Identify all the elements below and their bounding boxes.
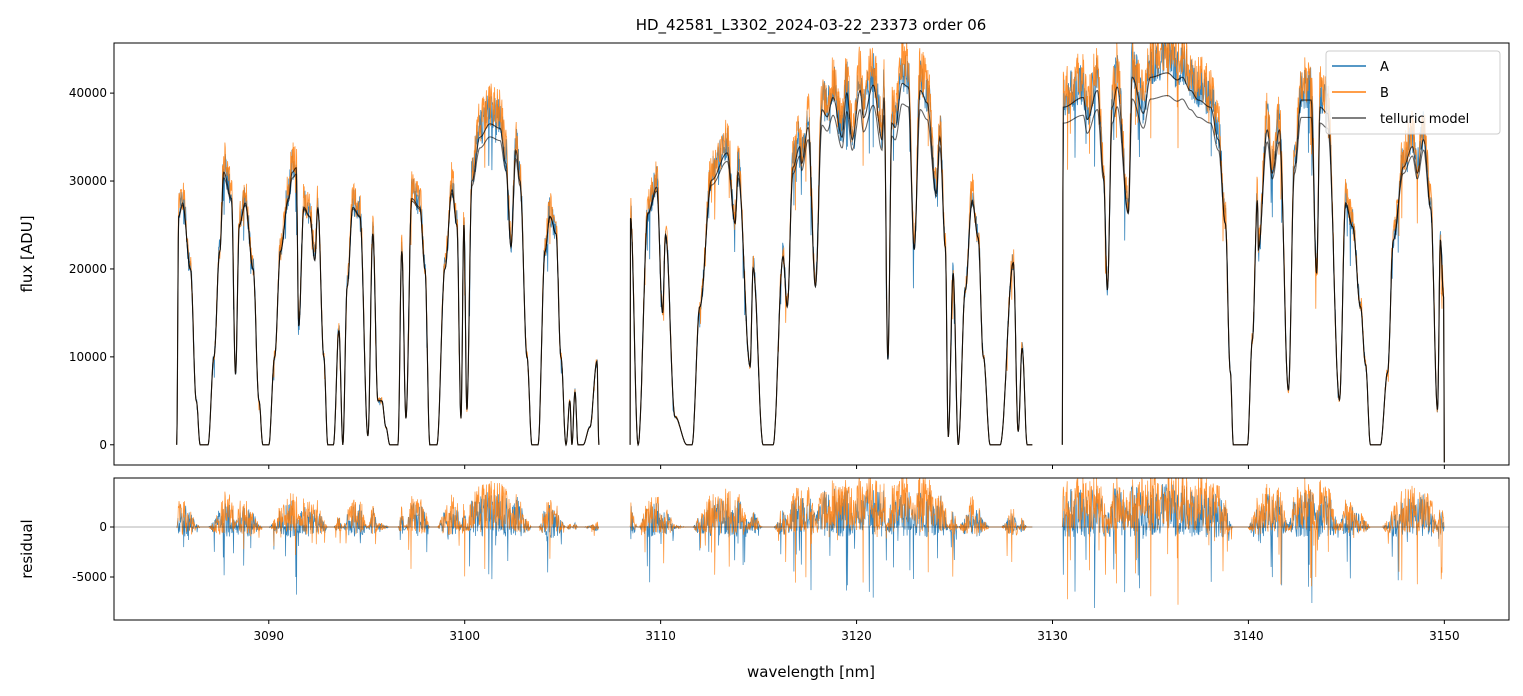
x-tick-label: 3120 bbox=[841, 629, 872, 643]
chart-title: HD_42581_L3302_2024-03-22_23373 order 06 bbox=[636, 16, 987, 35]
telluric-model-line bbox=[629, 103, 1033, 447]
flux-axes-frame bbox=[113, 42, 1510, 466]
telluric-model-line bbox=[176, 136, 600, 447]
y-tick-label: 0 bbox=[99, 438, 107, 452]
ticks: 0 10000 20000 30000 40000 0 -5000 3090 3100 3110 3… bbox=[69, 86, 1460, 643]
x-tick-label: 3110 bbox=[645, 629, 676, 643]
residual-y-label: residual bbox=[18, 519, 36, 578]
residual-y-tick-label: 0 bbox=[99, 520, 107, 534]
residual-plot bbox=[114, 478, 1509, 609]
x-tick-label: 3100 bbox=[449, 629, 480, 643]
flux-y-label: flux [ADU] bbox=[18, 215, 36, 292]
telluric-model-line bbox=[176, 123, 600, 447]
y-tick-label: 20000 bbox=[69, 262, 107, 276]
telluric-model-line bbox=[1061, 95, 1445, 463]
residual-b-line bbox=[629, 478, 1033, 583]
y-tick-label: 30000 bbox=[69, 174, 107, 188]
telluric-model-line bbox=[629, 82, 1033, 447]
residual-y-tick-label: -5000 bbox=[72, 570, 107, 584]
y-tick-label: 10000 bbox=[69, 350, 107, 364]
series-b-line bbox=[176, 83, 600, 447]
y-tick-label: 40000 bbox=[69, 86, 107, 100]
residual-axes-frame bbox=[113, 477, 1510, 621]
legend-label-b: B bbox=[1380, 86, 1389, 101]
legend-label-a: A bbox=[1380, 60, 1389, 75]
x-tick-label: 3130 bbox=[1037, 629, 1068, 643]
series-b-line bbox=[629, 43, 1033, 446]
legend-label-telluric-model: telluric model bbox=[1380, 112, 1469, 127]
legend: A B telluric model bbox=[1325, 50, 1501, 135]
x-tick-label: 3150 bbox=[1429, 629, 1460, 643]
legend-box bbox=[1325, 50, 1501, 135]
flux-plot bbox=[176, 43, 1445, 463]
series-a-line bbox=[629, 53, 1033, 446]
series-a-line bbox=[176, 95, 600, 447]
residual-b-line bbox=[1061, 478, 1445, 605]
x-axis-label: wavelength [nm] bbox=[747, 663, 875, 681]
x-tick-label: 3140 bbox=[1233, 629, 1264, 643]
x-tick-label: 3090 bbox=[254, 629, 285, 643]
